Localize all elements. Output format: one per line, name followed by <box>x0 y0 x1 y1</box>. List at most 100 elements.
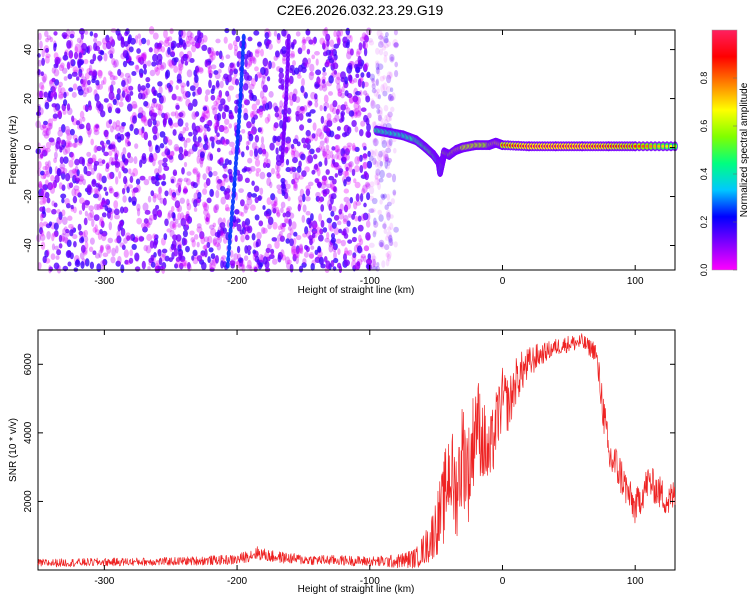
spectrogram-noise-cell <box>354 215 359 222</box>
spectrogram-noise-cell <box>205 110 211 119</box>
spectrogram-noise-cell <box>375 79 379 86</box>
spectrogram-noise-cell <box>45 170 51 178</box>
spectrogram-noise-cell <box>265 247 271 254</box>
spectrogram-noise-cell <box>171 93 177 101</box>
spectrogram-noise-cell <box>265 158 271 168</box>
spectrogram-noise-cell <box>291 43 295 50</box>
spectrogram-noise-cell <box>194 111 200 117</box>
spectrogram-noise-cell <box>263 210 269 217</box>
spectrogram-noise-cell <box>331 221 337 229</box>
spectrogram-ridge-core <box>645 144 649 148</box>
spectrogram-noise-cell <box>57 91 64 100</box>
spectrogram-noise-cell <box>274 50 280 58</box>
spectrogram-noise-cell <box>217 68 222 74</box>
spectrogram-noise-cell <box>381 140 388 148</box>
spectrogram-ridge-core <box>649 144 653 148</box>
spectrogram-noise-cell <box>223 73 229 80</box>
spectrogram-noise-cell <box>262 162 267 169</box>
spectrogram-noise-cell <box>338 228 343 234</box>
spectrogram-noise-cell <box>132 103 138 109</box>
spectrogram-noise-cell <box>66 28 71 37</box>
spectrogram-noise-cell <box>197 142 203 148</box>
spectrogram-noise-cell <box>377 117 384 123</box>
spectrogram-y-axis-label: Frequency (Hz) <box>8 116 19 185</box>
spectrogram-noise-cell <box>76 37 82 44</box>
spectrogram-noise-cell <box>249 55 256 64</box>
spectrogram-noise-cell <box>361 32 367 40</box>
spectrogram-noise-cell <box>326 231 330 240</box>
spectrogram-noise-cell <box>386 250 392 260</box>
spectrogram-noise-cell <box>228 123 233 129</box>
spectrogram-noise-cell <box>309 109 316 114</box>
spectrogram-noise-cell <box>389 53 395 63</box>
spectrogram-noise-cell <box>345 176 352 182</box>
spectrogram-noise-cell <box>302 90 306 97</box>
spectrogram-streak-cell <box>241 44 246 52</box>
spectrogram-noise-cell <box>386 113 391 123</box>
spectrogram-noise-cell <box>124 132 131 137</box>
spectrogram-noise-cell <box>187 262 191 270</box>
spectrogram-noise-cell <box>249 204 256 212</box>
spectrogram-noise-cell <box>254 196 259 204</box>
spectrogram-noise-cell <box>202 106 208 111</box>
spectrogram-noise-cell <box>181 167 185 175</box>
spectrogram-noise-cell <box>137 128 144 136</box>
spectrogram-noise-cell <box>79 175 84 182</box>
colorbar-tick-label: 0.8 <box>699 72 709 85</box>
spectrogram-noise-cell <box>260 227 266 235</box>
spectrogram-noise-cell <box>381 194 386 201</box>
spectrogram-noise-cell <box>386 157 393 163</box>
spectrogram-noise-cell <box>363 145 367 151</box>
spectrogram-noise-cell <box>132 187 139 193</box>
spectrogram-noise-cell <box>284 188 289 194</box>
spectrogram-noise-cell <box>359 129 364 137</box>
spectrogram-noise-cell <box>365 183 371 189</box>
spectrogram-noise-cell <box>129 123 134 132</box>
spectrogram-noise-cell <box>241 259 245 268</box>
spectrogram-noise-cell <box>276 66 281 72</box>
spectrogram-streak-cell <box>226 250 231 258</box>
spectrogram-noise-cell <box>325 149 331 155</box>
spectrogram-noise-cell <box>121 153 126 163</box>
spectrogram-noise-cell <box>390 56 394 62</box>
spectrogram-noise-cell <box>72 195 78 204</box>
spectrogram-noise-cell <box>220 136 226 145</box>
spectrogram-noise-cell <box>122 60 128 68</box>
spectrogram-noise-cell <box>360 120 366 127</box>
spectrogram-noise-cell <box>264 31 270 39</box>
spectrogram-noise-cell <box>244 234 250 241</box>
spectrogram-noise-cell <box>222 163 227 169</box>
spectrogram-noise-cell <box>285 158 290 166</box>
spectrogram-noise-cell <box>293 231 298 237</box>
spectrogram-noise-cell <box>323 137 328 144</box>
spectrogram-noise-cell <box>217 94 222 100</box>
spectrogram-noise-cell <box>58 140 64 146</box>
spectrogram-noise-cell <box>108 37 114 45</box>
spectrogram-noise-cell <box>275 154 281 163</box>
spectrogram-noise-cell <box>40 71 44 76</box>
spectrogram-noise-cell <box>202 188 208 195</box>
spectrogram-noise-cell <box>334 144 341 153</box>
spectrogram-noise-cell <box>225 207 231 212</box>
spectrogram-noise-cell <box>197 172 201 180</box>
spectrogram-streak-cell <box>227 244 232 252</box>
spectrogram-noise-cell <box>78 123 85 130</box>
spectrogram-noise-cell <box>76 169 80 177</box>
spectrogram-noise-cell <box>58 211 63 221</box>
spectrogram-noise-cell <box>58 93 64 99</box>
spectrogram-noise-cell <box>67 261 72 267</box>
spectrogram-noise-cell <box>128 60 135 66</box>
spectrogram-noise-cell <box>134 143 139 149</box>
spectrogram-noise-cell <box>393 42 399 48</box>
spectrogram-noise-cell <box>192 249 198 257</box>
spectrogram-noise-cell <box>109 188 113 194</box>
spectrogram-noise-cell <box>125 95 130 101</box>
spectrogram-noise-cell <box>109 171 115 180</box>
spectrogram-noise-cell <box>77 63 81 69</box>
spectrogram-noise-cell <box>84 30 89 35</box>
spectrogram-noise-cell <box>103 98 109 103</box>
spectrogram-noise-cell <box>289 238 294 247</box>
spectrogram-noise-cell <box>302 39 307 44</box>
spectrogram-noise-cell <box>162 197 167 206</box>
spectrogram-noise-cell <box>82 104 87 111</box>
